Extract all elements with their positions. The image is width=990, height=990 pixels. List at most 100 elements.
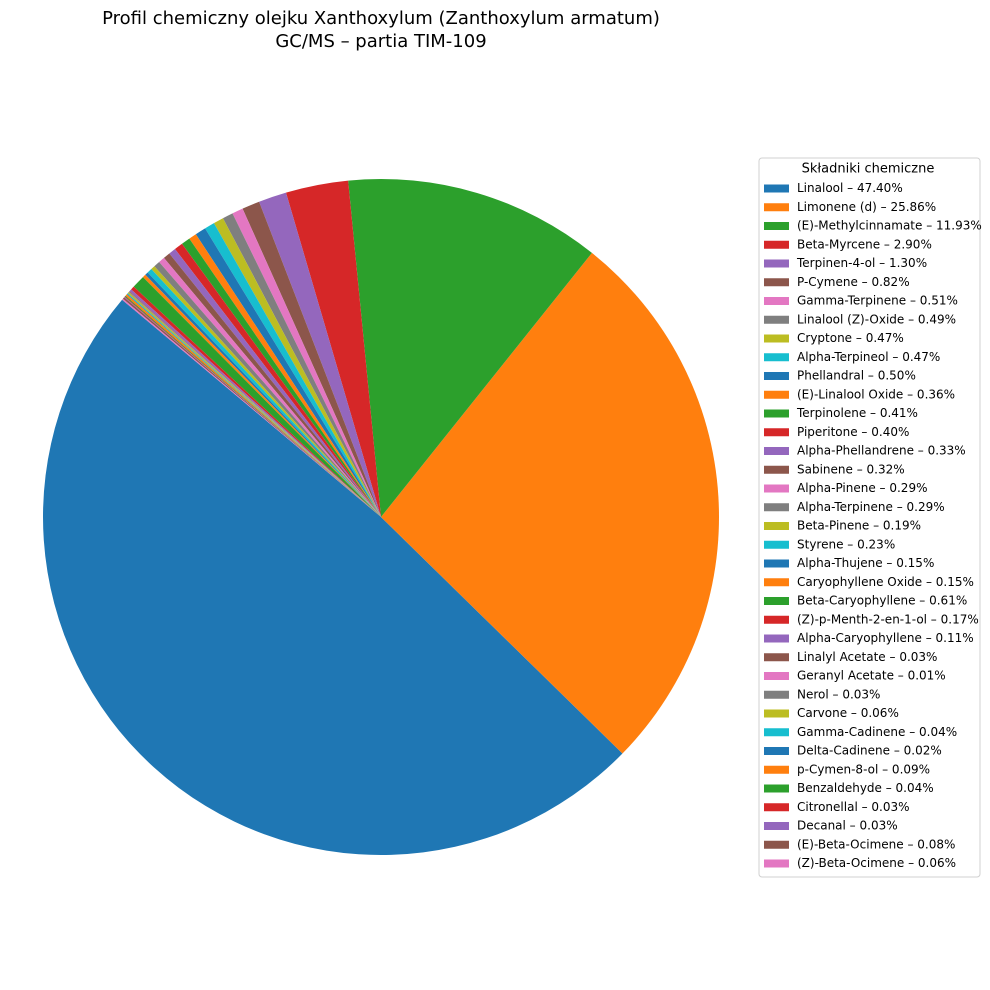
- legend-swatch: [764, 615, 789, 624]
- pie-slice: [154, 262, 381, 517]
- legend-swatch: [764, 709, 789, 718]
- pie-slice: [285, 180, 381, 517]
- legend-label: Limonene (d) – 25.86%: [797, 200, 936, 214]
- pie-slice: [189, 234, 381, 517]
- pie-slice: [124, 296, 381, 517]
- pie-slice: [181, 238, 381, 517]
- pie-slice: [127, 292, 381, 517]
- legend-swatch: [764, 634, 789, 643]
- legend-swatch: [764, 597, 789, 605]
- legend-swatch: [764, 559, 789, 568]
- legend-label: Nerol – 0.03%: [797, 687, 880, 701]
- legend: Składniki chemiczne Linalool – 47.40% Lim…: [758, 157, 982, 878]
- pie-slice: [222, 213, 381, 517]
- pie-slice: [169, 249, 381, 518]
- pie-slice: [125, 294, 381, 517]
- pie-slice: [213, 218, 381, 517]
- pie-slice: [174, 243, 381, 517]
- pie-slice: [163, 253, 381, 518]
- legend-swatch: [764, 859, 789, 868]
- legend-swatch: [764, 222, 789, 230]
- legend-swatch: [764, 278, 789, 287]
- pie-slice: [242, 201, 381, 517]
- legend-label: Gamma-Cadinene – 0.04%: [797, 725, 957, 739]
- pie-slice: [147, 269, 381, 517]
- legend-swatch: [764, 747, 789, 755]
- pie-slice: [151, 266, 381, 517]
- legend-swatch: [764, 728, 789, 737]
- pie: [42, 179, 719, 856]
- pie-slice: [131, 286, 381, 517]
- legend-swatch: [764, 653, 789, 662]
- legend-swatch: [764, 784, 789, 793]
- legend-label: Caryophyllene Oxide – 0.15%: [797, 575, 974, 589]
- pie-slice: [42, 299, 623, 856]
- legend-swatch: [764, 465, 789, 474]
- legend-label: Styrene – 0.23%: [797, 537, 895, 551]
- legend-label: Sabinene – 0.32%: [797, 462, 905, 476]
- legend-swatch: [764, 409, 789, 418]
- pie-slice: [124, 295, 382, 517]
- legend-label: Alpha-Caryophyllene – 0.11%: [797, 631, 974, 645]
- legend-swatch: [764, 672, 789, 680]
- legend-swatch: [764, 203, 789, 212]
- pie-slice: [124, 296, 382, 517]
- legend-swatch: [764, 484, 789, 493]
- legend-swatch: [764, 259, 789, 268]
- legend-label: Cryptone – 0.47%: [797, 331, 904, 345]
- legend-swatch: [764, 503, 789, 512]
- pie-slice: [128, 291, 381, 517]
- legend-label: Alpha-Thujene – 0.15%: [797, 556, 934, 570]
- legend-label: Terpinen-4-ol – 1.30%: [796, 256, 927, 270]
- legend-label: Gamma-Terpinene – 0.51%: [797, 294, 958, 308]
- legend-label: Linalool – 47.40%: [797, 181, 903, 195]
- legend-label: Piperitone – 0.40%: [797, 425, 909, 439]
- chart-subtitle: GC/MS – partia TIM-109: [275, 31, 486, 52]
- pie-slice: [381, 252, 719, 754]
- legend-label: (E)-Methylcinnamate – 11.93%: [797, 219, 982, 233]
- pie-slice: [127, 293, 381, 517]
- pie-slice: [122, 297, 381, 517]
- legend-label: Benzaldehyde – 0.04%: [797, 781, 934, 795]
- pie-slice: [145, 272, 381, 517]
- legend-label: Carvone – 0.06%: [797, 706, 899, 720]
- pie-slice: [142, 274, 381, 517]
- legend-label: Phellandral – 0.50%: [797, 369, 916, 383]
- legend-swatch: [764, 765, 789, 774]
- legend-swatch: [764, 840, 789, 849]
- pie-slice: [129, 291, 381, 517]
- legend-label: Decanal – 0.03%: [797, 819, 898, 833]
- legend-label: Delta-Cadinene – 0.02%: [797, 744, 942, 758]
- legend-label: Beta-Pinene – 0.19%: [797, 519, 921, 533]
- pie-slice: [259, 192, 381, 517]
- pie-slice: [126, 293, 381, 517]
- legend-label: Linalyl Acetate – 0.03%: [797, 650, 937, 664]
- legend-swatch: [764, 390, 789, 399]
- legend-title: Składniki chemiczne: [802, 162, 935, 177]
- legend-label: Alpha-Pinene – 0.29%: [797, 481, 927, 495]
- legend-swatch: [764, 578, 789, 587]
- legend-label: (Z)-Beta-Ocimene – 0.06%: [797, 856, 956, 870]
- pie-slice: [232, 208, 381, 518]
- legend-swatch: [764, 353, 789, 362]
- legend-label: Alpha-Terpineol – 0.47%: [797, 350, 940, 364]
- legend-label: (E)-Linalool Oxide – 0.36%: [797, 387, 955, 401]
- legend-swatch: [764, 334, 789, 343]
- legend-swatch: [764, 690, 789, 699]
- legend-label: Beta-Caryophyllene – 0.61%: [797, 594, 967, 608]
- legend-label: (E)-Beta-Ocimene – 0.08%: [797, 837, 955, 851]
- legend-label: Citronellal – 0.03%: [797, 800, 910, 814]
- legend-swatch: [764, 447, 789, 455]
- pie-slice: [348, 179, 592, 517]
- legend-swatch: [764, 822, 789, 830]
- legend-label: (Z)-p-Menth-2-en-1-ol – 0.17%: [797, 612, 979, 626]
- pie-slice: [205, 223, 381, 517]
- legend-label: Linalool (Z)-Oxide – 0.49%: [797, 312, 956, 326]
- legend-swatch: [764, 315, 789, 324]
- legend-label: p-Cymen-8-ol – 0.09%: [797, 762, 930, 776]
- legend-swatch: [764, 184, 789, 193]
- legend-swatch: [764, 540, 789, 549]
- legend-label: Alpha-Phellandrene – 0.33%: [797, 444, 966, 458]
- legend-label: Beta-Myrcene – 2.90%: [797, 237, 932, 251]
